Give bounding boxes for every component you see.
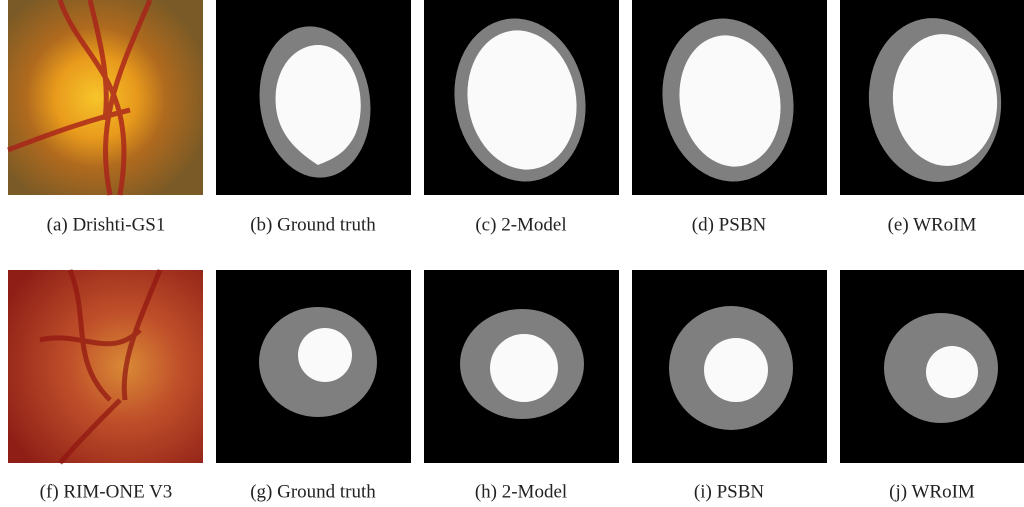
caption: (b) Ground truth (250, 214, 376, 235)
row-1 (8, 0, 1024, 195)
caption: (d) PSBN (692, 214, 767, 235)
caption: (c) 2-Model (475, 214, 566, 235)
page: {"figure": {"rows": [ {"panels": [{"capt… (0, 0, 1024, 507)
cup (704, 338, 768, 402)
cup (298, 328, 352, 382)
caption: (a) Drishti-GS1 (47, 214, 166, 235)
caption: (e) WRoIM (888, 214, 977, 235)
caption: (i) PSBN (694, 481, 764, 502)
caption: (g) Ground truth (250, 481, 376, 502)
cup (490, 334, 558, 402)
caption: (j) WRoIM (889, 481, 975, 502)
figure: (a) Drishti-GS1 (b) Ground truth (c) 2-M… (0, 0, 1024, 507)
row-2 (8, 270, 1024, 463)
cup (926, 346, 978, 398)
caption: (f) RIM-ONE V3 (40, 481, 173, 502)
caption: (h) 2-Model (475, 481, 567, 502)
fundus-image (8, 270, 203, 463)
